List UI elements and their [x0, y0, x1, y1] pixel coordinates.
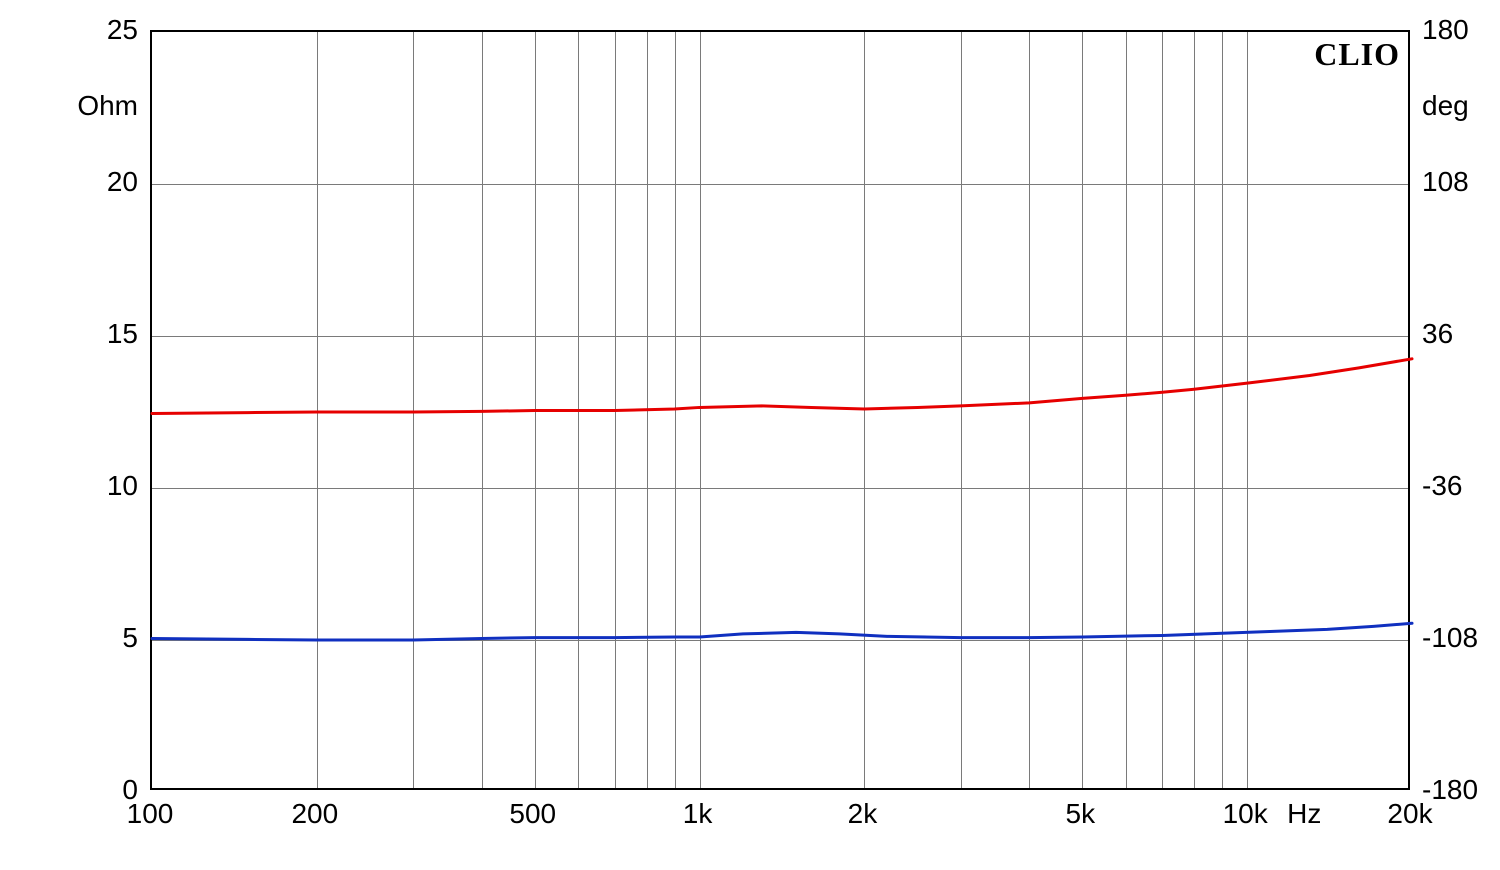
chart-container: Ohm deg CLIO 1002005001k2k5k10k20kHz0510…	[0, 0, 1500, 870]
y-left-tick-label: 0	[122, 774, 138, 806]
x-tick-label: 200	[291, 798, 338, 830]
y-right-tick-label: -108	[1422, 622, 1478, 654]
x-tick-label: 2k	[848, 798, 878, 830]
y-left-tick-label: 10	[107, 470, 138, 502]
y-right-tick-label: 180	[1422, 14, 1469, 46]
impedance-red-line	[152, 359, 1412, 414]
x-tick-label: 5k	[1066, 798, 1096, 830]
plot-area	[150, 30, 1410, 790]
y-right-axis-label: deg	[1422, 90, 1469, 122]
y-right-tick-label: -180	[1422, 774, 1478, 806]
x-tick-label: 10k	[1223, 798, 1268, 830]
clio-watermark: CLIO	[1314, 36, 1400, 73]
y-left-axis-label: Ohm	[77, 90, 138, 122]
y-left-tick-label: 20	[107, 166, 138, 198]
y-right-tick-label: 108	[1422, 166, 1469, 198]
x-unit-label: Hz	[1287, 798, 1321, 830]
y-right-tick-label: 36	[1422, 318, 1453, 350]
phase-blue-line	[152, 623, 1412, 640]
series-layer	[152, 32, 1412, 792]
y-left-tick-label: 25	[107, 14, 138, 46]
y-left-tick-label: 15	[107, 318, 138, 350]
y-right-tick-label: -36	[1422, 470, 1462, 502]
x-tick-label: 1k	[683, 798, 713, 830]
x-tick-label: 500	[509, 798, 556, 830]
y-left-tick-label: 5	[122, 622, 138, 654]
